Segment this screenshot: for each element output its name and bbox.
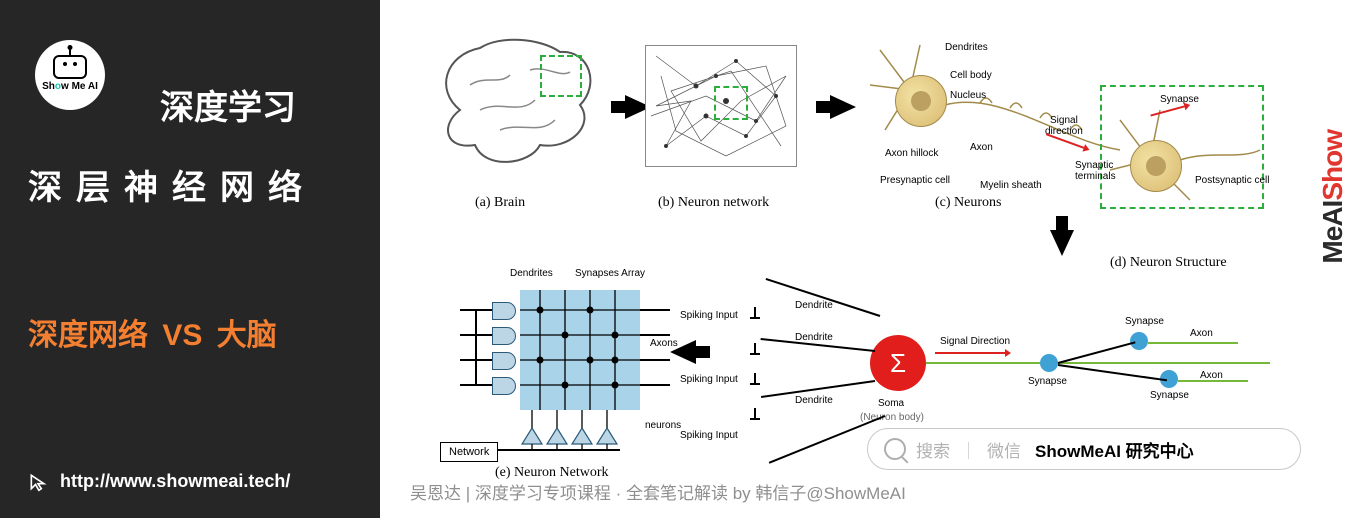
label-dend-3: Dendrite [795, 395, 833, 406]
signal-arrow-d [935, 352, 1005, 354]
caption-c: (c) Neurons [935, 195, 1001, 211]
label-axon: Axon [970, 142, 993, 153]
network-box: Network [440, 442, 498, 462]
label-sigdir-d: Signal Direction [940, 336, 1010, 347]
label-dend-1: Dendrite [795, 300, 833, 311]
gate-4 [492, 377, 516, 395]
brain-icon [430, 30, 600, 180]
label-nucleus: Nucleus [950, 90, 986, 101]
gate-3 [492, 352, 516, 370]
panel-b-neuron-network [645, 45, 797, 167]
vertical-brand: MeAIShow [1317, 130, 1349, 264]
search-label: 搜索 [916, 437, 950, 462]
label-synapse-c: Synapse [1160, 94, 1199, 105]
label-e-dend: Dendrites [510, 268, 553, 279]
sidebar-title-3: 深度网络 VS 大脑 [28, 310, 277, 354]
search-pill[interactable]: 搜索 ｜ 微信 ShowMeAI 研究中心 [867, 428, 1301, 470]
logo-badge: Show Me AI [35, 40, 105, 110]
label-e-neurons: neurons [645, 420, 681, 431]
label-axon-d1: Axon [1190, 328, 1213, 339]
neuron-triangles [520, 410, 640, 450]
gate-2 [492, 327, 516, 345]
axon-branch-1 [1058, 341, 1136, 364]
label-sigdir-c: Signal direction [1045, 115, 1083, 137]
label-dend-2: Dendrite [795, 332, 833, 343]
footer-credit: 吴恩达 | 深度学习专项课程 · 全套笔记解读 by 韩信子@ShowMeAI [410, 479, 906, 504]
tick-2 [750, 343, 760, 357]
panel-c-neurons: Dendrites Cell body Nucleus Axon hillock… [850, 30, 1270, 210]
soma: Σ [870, 335, 926, 391]
synapse-grid [520, 290, 640, 410]
main: MeAIShow (a) Brain [380, 0, 1361, 518]
gate-1 [492, 302, 516, 320]
label-synterm: Synaptic terminals [1075, 160, 1116, 182]
search-sep: ｜ [960, 437, 977, 462]
diagram: (a) Brain (b) Neuron network [410, 20, 1290, 470]
robot-icon [53, 55, 87, 79]
label-axonhillock: Axon hillock [885, 148, 938, 159]
caption-b: (b) Neuron network [658, 195, 769, 211]
tick-1 [750, 307, 760, 321]
sidebar-link[interactable]: http://www.showmeai.tech/ [28, 471, 290, 492]
arrow-c-to-d [1050, 230, 1074, 256]
label-myelin: Myelin sheath [980, 180, 1042, 191]
search-icon [884, 438, 906, 460]
axon-out-1 [1148, 342, 1238, 344]
label-presyn: Presynaptic cell [880, 175, 950, 186]
root: Show Me AI 深度学习 深层神经网络 深度网络 VS 大脑 http:/… [0, 0, 1361, 518]
sidebar-url: http://www.showmeai.tech/ [60, 471, 290, 492]
logo-text: Show Me AI [42, 81, 98, 92]
sidebar: Show Me AI 深度学习 深层神经网络 深度网络 VS 大脑 http:/… [0, 0, 380, 518]
search-bold: ShowMeAI 研究中心 [1035, 437, 1194, 462]
axon-out-2 [1178, 380, 1248, 382]
panel-e-network: Dendrites Synapses Array [440, 260, 680, 480]
brain-highlight-box [540, 55, 582, 97]
sidebar-title-1: 深度学习 [160, 80, 296, 129]
label-spk-1: Spiking Input [680, 310, 738, 321]
label-spk-2: Spiking Input [680, 374, 738, 385]
axon-branch-2 [1058, 364, 1167, 381]
panel-a-brain [430, 30, 600, 180]
tick-3 [750, 373, 760, 387]
dendrite-1 [766, 278, 881, 317]
neuron-left [895, 75, 947, 127]
axon-axis [926, 362, 1270, 364]
tick-4 [750, 408, 760, 422]
synapse-1 [1040, 354, 1058, 372]
label-e-axons: Axons [650, 338, 678, 349]
label-post: Postsynaptic cell [1195, 175, 1269, 186]
cursor-icon [28, 472, 48, 492]
caption-a: (a) Brain [475, 195, 525, 211]
label-syn-d3: Synapse [1150, 390, 1189, 401]
label-soma: Soma [878, 398, 904, 409]
label-cellbody: Cell body [950, 70, 992, 81]
label-dendrites: Dendrites [945, 42, 988, 53]
label-spk-3: Spiking Input [680, 430, 738, 441]
label-syn-d1: Synapse [1028, 376, 1067, 387]
label-e-syn: Synapses Array [575, 268, 645, 279]
label-syn-d2: Synapse [1125, 316, 1164, 327]
caption-d: (d) Neuron Structure [1110, 255, 1227, 271]
sidebar-title-2: 深层神经网络 [28, 160, 316, 209]
search-wechat: 微信 [987, 437, 1021, 462]
mesh-highlight-box [714, 86, 748, 120]
